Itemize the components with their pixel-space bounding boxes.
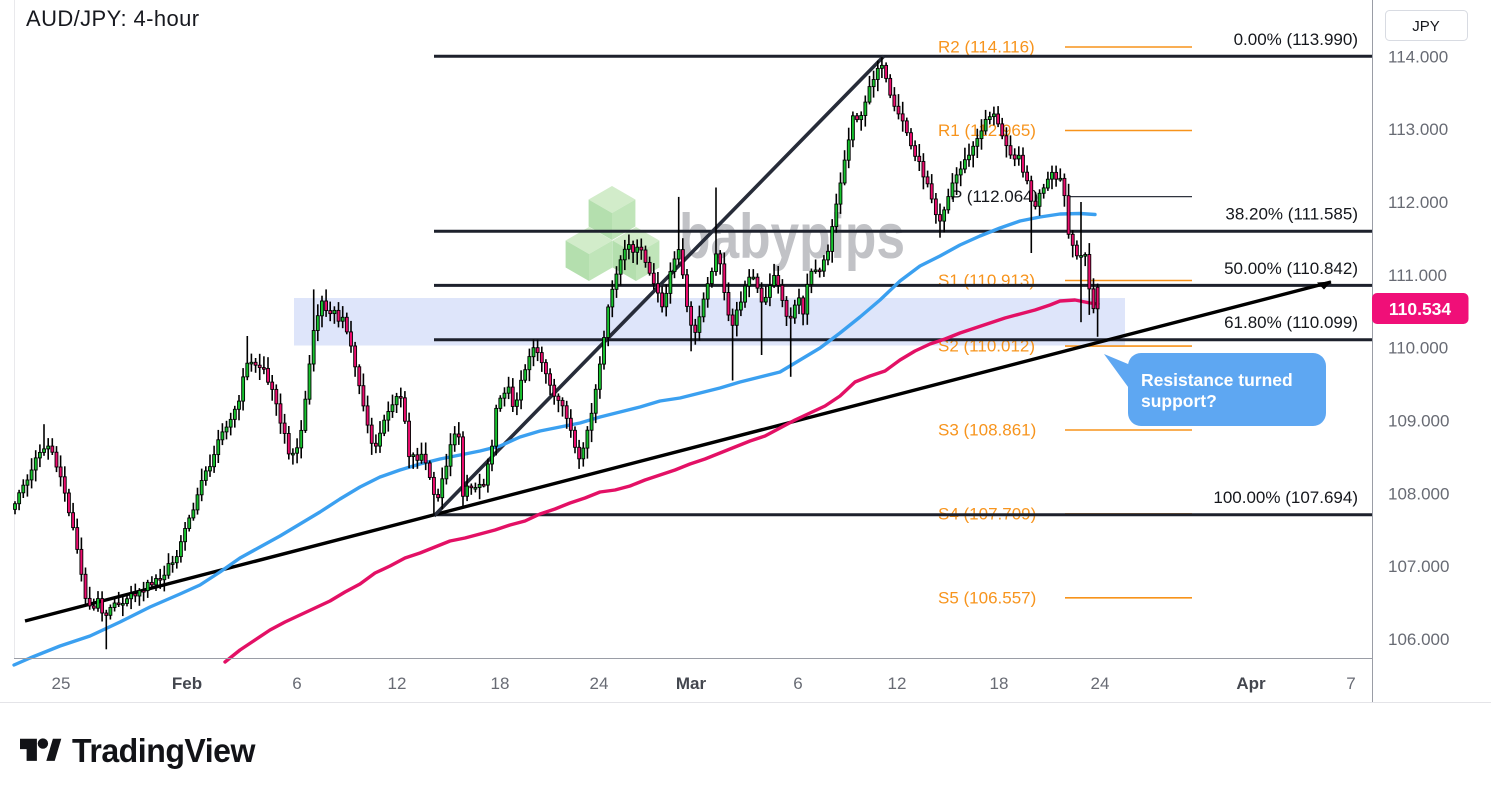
svg-text:108.000: 108.000: [1388, 484, 1449, 503]
svg-text:R2 (114.116): R2 (114.116): [938, 38, 1035, 57]
svg-text:S5 (106.557): S5 (106.557): [938, 588, 1036, 607]
svg-text:61.80% (110.099): 61.80% (110.099): [1224, 313, 1358, 332]
svg-text:106.000: 106.000: [1388, 630, 1449, 649]
svg-text:babypips: babypips: [679, 202, 905, 272]
svg-text:S1 (110.913): S1 (110.913): [938, 271, 1035, 290]
svg-text:Resistance turned: Resistance turned: [1141, 370, 1293, 390]
svg-text:24: 24: [1091, 674, 1110, 693]
svg-text:0.00% (113.990): 0.00% (113.990): [1234, 30, 1358, 49]
svg-text:support?: support?: [1141, 391, 1217, 411]
svg-text:Apr: Apr: [1236, 674, 1266, 693]
svg-text:109.000: 109.000: [1388, 412, 1449, 431]
svg-text:18: 18: [491, 674, 510, 693]
svg-text:TradingView: TradingView: [72, 732, 256, 769]
svg-text:S3 (108.861): S3 (108.861): [938, 421, 1036, 440]
svg-text:100.00% (107.694): 100.00% (107.694): [1213, 488, 1358, 507]
svg-text:S2 (110.012): S2 (110.012): [938, 337, 1035, 356]
svg-text:AUD/JPY: 4-hour: AUD/JPY: 4-hour: [26, 6, 200, 31]
svg-text:38.20% (111.585): 38.20% (111.585): [1225, 205, 1358, 224]
svg-text:12: 12: [388, 674, 407, 693]
svg-text:6: 6: [292, 674, 301, 693]
svg-text:12: 12: [888, 674, 907, 693]
svg-text:113.000: 113.000: [1388, 120, 1448, 139]
svg-text:110.000: 110.000: [1388, 339, 1448, 358]
svg-text:Mar: Mar: [676, 674, 707, 693]
svg-text:25: 25: [52, 674, 71, 693]
svg-text:112.000: 112.000: [1388, 193, 1448, 212]
svg-text:50.00% (110.842): 50.00% (110.842): [1224, 259, 1358, 278]
svg-text:114.000: 114.000: [1388, 47, 1448, 66]
svg-text:107.000: 107.000: [1388, 557, 1449, 576]
svg-text:7: 7: [1346, 674, 1355, 693]
svg-text:24: 24: [590, 674, 609, 693]
svg-text:JPY: JPY: [1412, 18, 1440, 35]
svg-text:110.534: 110.534: [1389, 299, 1452, 319]
svg-text:18: 18: [990, 674, 1009, 693]
svg-text:111.000: 111.000: [1388, 266, 1447, 285]
svg-text:P (112.064): P (112.064): [951, 187, 1038, 206]
svg-text:6: 6: [793, 674, 802, 693]
svg-text:Feb: Feb: [172, 674, 202, 693]
